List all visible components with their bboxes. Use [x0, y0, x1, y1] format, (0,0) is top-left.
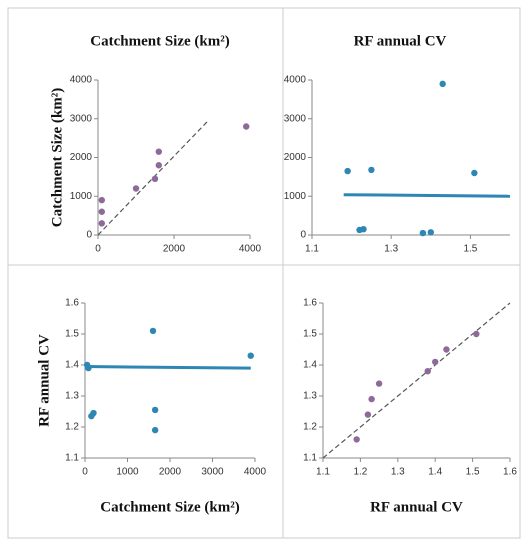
x-tick-label: 2000: [159, 467, 182, 478]
x-tick-label: 1.5: [463, 244, 477, 255]
x-tick-label: 1.3: [384, 244, 398, 255]
trend-line: [84, 365, 251, 370]
y-tick-label: 4000: [70, 75, 93, 86]
point: [368, 166, 375, 174]
y-tick-label: 1.1: [303, 453, 317, 464]
y-tick-label: 1.4: [65, 360, 79, 371]
y-tick-label: 3000: [284, 113, 307, 124]
point: [98, 196, 106, 204]
point: [473, 330, 480, 338]
point: [151, 406, 159, 414]
y-tick-label: 1.1: [65, 453, 79, 464]
point: [98, 220, 106, 227]
point: [85, 364, 92, 372]
x-tick-label: 1.1: [316, 467, 330, 478]
point: [155, 162, 162, 169]
point: [151, 175, 159, 183]
point: [439, 80, 446, 88]
y-tick-label: 1000: [70, 191, 93, 202]
x-tick-label: 2000: [163, 244, 186, 255]
point: [149, 327, 157, 335]
y-tick-label: 3000: [70, 113, 93, 124]
y-tick-label: 1.5: [303, 329, 317, 340]
y-tick-label: 0: [300, 230, 306, 241]
x-tick-label: 1000: [116, 467, 139, 478]
x-tick-label: 0: [82, 467, 88, 478]
panel-title: Catchment Size (km²): [90, 33, 229, 49]
point: [243, 123, 250, 130]
point: [432, 358, 439, 366]
y-tick-label: 2000: [284, 152, 307, 163]
y-tick-label: 1.3: [65, 391, 79, 402]
point: [247, 352, 254, 359]
y-tick-label: 1.4: [303, 360, 317, 371]
y-tick-label: 1.6: [65, 298, 79, 309]
point: [419, 229, 427, 237]
point: [364, 411, 372, 418]
reference-line: [97, 120, 209, 236]
trend-line: [343, 193, 511, 198]
frame: [7, 7, 521, 539]
y-axis-label: Catchment Size (km²): [49, 88, 65, 227]
point: [360, 225, 367, 233]
point: [90, 409, 97, 417]
y-tick-label: 4000: [284, 75, 307, 86]
y-axis-label: RF annual CV: [36, 334, 52, 427]
x-tick-label: 3000: [201, 467, 224, 478]
x-tick-label: 1.4: [428, 467, 442, 478]
point: [98, 208, 106, 215]
x-tick-label: 1.2: [353, 467, 367, 478]
x-tick-label: 1.6: [503, 467, 517, 478]
point: [424, 368, 431, 375]
y-tick-label: 2000: [70, 152, 93, 163]
point: [151, 426, 159, 434]
point: [375, 380, 383, 387]
x-tick-label: 0: [95, 244, 101, 255]
point: [427, 229, 434, 236]
x-tick-label: 4000: [239, 244, 262, 255]
x-axis-label: RF annual CV: [370, 499, 463, 515]
y-tick-label: 0: [86, 230, 92, 241]
point: [344, 167, 351, 175]
y-tick-label: 1.5: [65, 329, 79, 340]
y-tick-label: 1.6: [303, 298, 317, 309]
point: [155, 148, 162, 155]
y-tick-label: 1000: [284, 191, 307, 202]
reference-line: [322, 302, 511, 459]
panel-title: RF annual CV: [354, 33, 447, 49]
point: [368, 395, 375, 403]
point: [471, 169, 478, 177]
y-tick-label: 1.2: [303, 422, 317, 433]
x-tick-label: 1.5: [466, 467, 480, 478]
point: [132, 185, 140, 192]
y-tick-label: 1.3: [303, 391, 317, 402]
y-tick-label: 1.2: [65, 422, 79, 433]
x-tick-label: 4000: [244, 467, 267, 478]
x-tick-label: 1.1: [305, 244, 319, 255]
x-tick-label: 1.3: [391, 467, 405, 478]
point: [443, 346, 450, 353]
point: [353, 436, 360, 443]
x-axis-label: Catchment Size (km²): [100, 499, 239, 515]
